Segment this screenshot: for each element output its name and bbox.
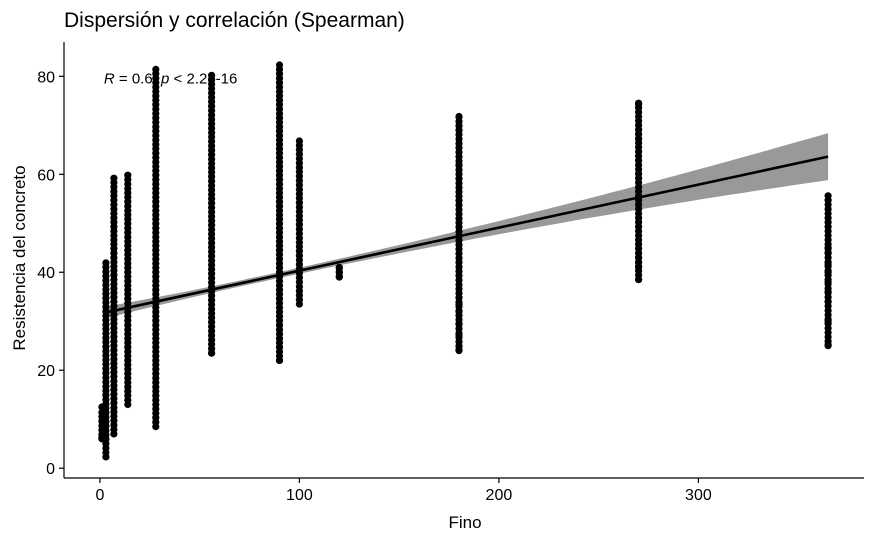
axes-group: 0 100 200 300 0 20 40 60 80 [37, 42, 864, 504]
y-tick-label: 20 [37, 363, 55, 380]
data-points-group [98, 61, 832, 461]
y-tick-label: 60 [37, 167, 55, 184]
y-axis-title: Resistencia del concreto [10, 165, 29, 350]
x-tick-label: 0 [95, 487, 104, 504]
chart-title: Dispersión y correlación (Spearman) [64, 9, 405, 32]
y-tick-label: 40 [37, 265, 55, 282]
x-tick-label: 200 [486, 487, 513, 504]
data-point [208, 71, 216, 79]
data-point [824, 298, 832, 306]
data-point [824, 288, 832, 296]
data-point [455, 160, 463, 169]
x-tick-label: 100 [286, 487, 313, 504]
regression-line [105, 155, 829, 314]
annotation-p-symbol: p [160, 71, 169, 88]
annotation-r-value: = 0.6, [115, 71, 161, 88]
data-point [824, 341, 832, 349]
data-point [455, 346, 463, 354]
data-point [824, 244, 832, 252]
annotation-r-symbol: R [104, 71, 115, 88]
data-point [335, 263, 343, 271]
x-tick-label: 300 [685, 487, 712, 504]
data-point [275, 61, 284, 69]
data-point [455, 300, 463, 308]
data-point [635, 276, 643, 284]
data-point [824, 258, 832, 266]
data-point [455, 331, 463, 339]
data-point [824, 192, 832, 200]
data-point [152, 65, 160, 73]
data-point [275, 356, 284, 364]
data-point [455, 112, 463, 121]
data-point [635, 100, 643, 108]
data-point [295, 137, 303, 145]
data-point [102, 259, 110, 267]
confidence-band [105, 133, 829, 319]
data-point [824, 278, 832, 286]
data-point [635, 135, 643, 143]
y-tick-label: 0 [46, 461, 55, 478]
data-point [110, 174, 118, 182]
data-point [455, 307, 463, 315]
correlation-annotation: R = 0.6, p < 2.2e-16 [104, 71, 237, 88]
annotation-p-value: < 2.2e-16 [169, 71, 237, 88]
data-point [455, 320, 463, 328]
data-point [824, 317, 832, 325]
regression-line-group [105, 155, 829, 314]
y-tick-label: 80 [37, 69, 55, 86]
data-point [208, 349, 216, 357]
x-axis-title: Fino [448, 513, 481, 532]
data-point [124, 171, 132, 179]
confidence-band-group [105, 133, 829, 319]
data-point [824, 268, 832, 276]
data-point [635, 254, 643, 262]
